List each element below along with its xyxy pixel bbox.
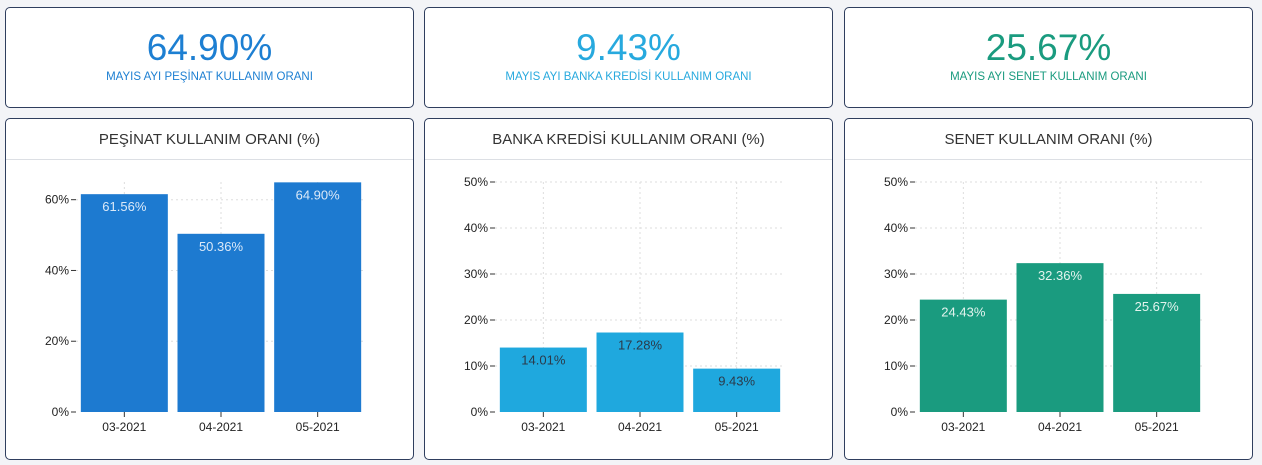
- bar-value-label: 61.56%: [102, 199, 147, 214]
- y-tick-label: 20%: [884, 313, 908, 327]
- bar-value-label: 25.67%: [1135, 299, 1180, 314]
- x-tick-label: 04-2021: [1038, 420, 1082, 434]
- bar-value-label: 9.43%: [718, 374, 755, 389]
- chart-card-pesinat: PEŞİNAT KULLANIM ORANI (%) 0% 20% 40% 60% 61…: [5, 118, 414, 460]
- y-tick-label: 50%: [884, 175, 908, 189]
- x-tick-label: 03-2021: [521, 420, 565, 434]
- y-tick-label: 20%: [45, 334, 69, 348]
- kpi-value: 64.90%: [146, 27, 273, 68]
- chart-title: BANKA KREDİSİ KULLANIM ORANI (%): [425, 119, 832, 160]
- x-tick-label: 04-2021: [199, 420, 243, 434]
- chart-title: PEŞİNAT KULLANIM ORANI (%): [6, 119, 413, 160]
- y-tick-label: 10%: [464, 359, 488, 373]
- x-tick-label: 03-2021: [102, 420, 146, 434]
- kpi-label: MAYIS AYI BANKA KREDİSİ KULLANIM ORANI: [505, 71, 752, 83]
- kpi-value: 25.67%: [985, 27, 1112, 68]
- bar-value-label: 14.01%: [521, 353, 566, 368]
- bar: [177, 233, 265, 412]
- bar: [693, 368, 781, 412]
- bar-chart-pesinat: 0% 20% 40% 60% 61.56% 03-2021 50.36% 04-2021 64.…: [45, 182, 366, 434]
- x-tick-label: 03-2021: [941, 420, 985, 434]
- y-tick-label: 0%: [471, 405, 489, 419]
- y-tick-label: 0%: [891, 405, 909, 419]
- y-tick-label: 10%: [884, 359, 908, 373]
- bar-value-label: 17.28%: [618, 338, 663, 353]
- kpi-label: MAYIS AYI PEŞİNAT KULLANIM ORANI: [106, 71, 313, 83]
- chart-title: SENET KULLANIM ORANI (%): [845, 119, 1252, 160]
- bar: [1113, 293, 1201, 412]
- kpi-card-pesinat: 64.90% MAYIS AYI PEŞİNAT KULLANIM ORANI: [5, 7, 414, 108]
- kpi-card-senet: 25.67% MAYIS AYI SENET KULLANIM ORANI: [844, 7, 1253, 108]
- y-tick-label: 60%: [45, 193, 69, 207]
- y-tick-label: 20%: [464, 313, 488, 327]
- bar: [919, 299, 1007, 412]
- bar: [1016, 263, 1104, 412]
- bar: [80, 194, 168, 412]
- bar-value-label: 24.43%: [941, 305, 986, 320]
- x-tick-label: 05-2021: [1135, 420, 1179, 434]
- y-tick-label: 50%: [464, 175, 488, 189]
- bar: [499, 347, 587, 412]
- bar-value-label: 32.36%: [1038, 268, 1083, 283]
- bar-value-label: 64.90%: [296, 187, 341, 202]
- y-tick-label: 30%: [464, 267, 488, 281]
- chart-card-banka-kredisi: BANKA KREDİSİ KULLANIM ORANI (%) 0% 10% 20…: [424, 118, 833, 460]
- x-tick-label: 04-2021: [618, 420, 662, 434]
- kpi-value: 9.43%: [576, 27, 681, 68]
- y-tick-label: 40%: [45, 263, 69, 277]
- y-tick-label: 40%: [884, 221, 908, 235]
- bar: [596, 332, 684, 412]
- kpi-label: MAYIS AYI SENET KULLANIM ORANI: [950, 71, 1147, 83]
- x-tick-label: 05-2021: [296, 420, 340, 434]
- bar: [274, 182, 362, 412]
- x-tick-label: 05-2021: [715, 420, 759, 434]
- bar-value-label: 50.36%: [199, 239, 244, 254]
- y-tick-label: 40%: [464, 221, 488, 235]
- bar-chart-senet: 0% 10% 20% 30% 40% 50% 24.43% 03-2021 32.36% 04-2…: [884, 175, 1205, 434]
- chart-card-senet: SENET KULLANIM ORANI (%) 0% 10% 20% 30% 40% 5…: [844, 118, 1253, 460]
- y-tick-label: 0%: [52, 405, 70, 419]
- bar-chart-banka-kredisi: 0% 10% 20% 30% 40% 50% 14.01% 03-2021 17.28% 04-2…: [464, 175, 785, 434]
- y-tick-label: 30%: [884, 267, 908, 281]
- kpi-card-banka-kredisi: 9.43% MAYIS AYI BANKA KREDİSİ KULLANIM O…: [424, 7, 833, 108]
